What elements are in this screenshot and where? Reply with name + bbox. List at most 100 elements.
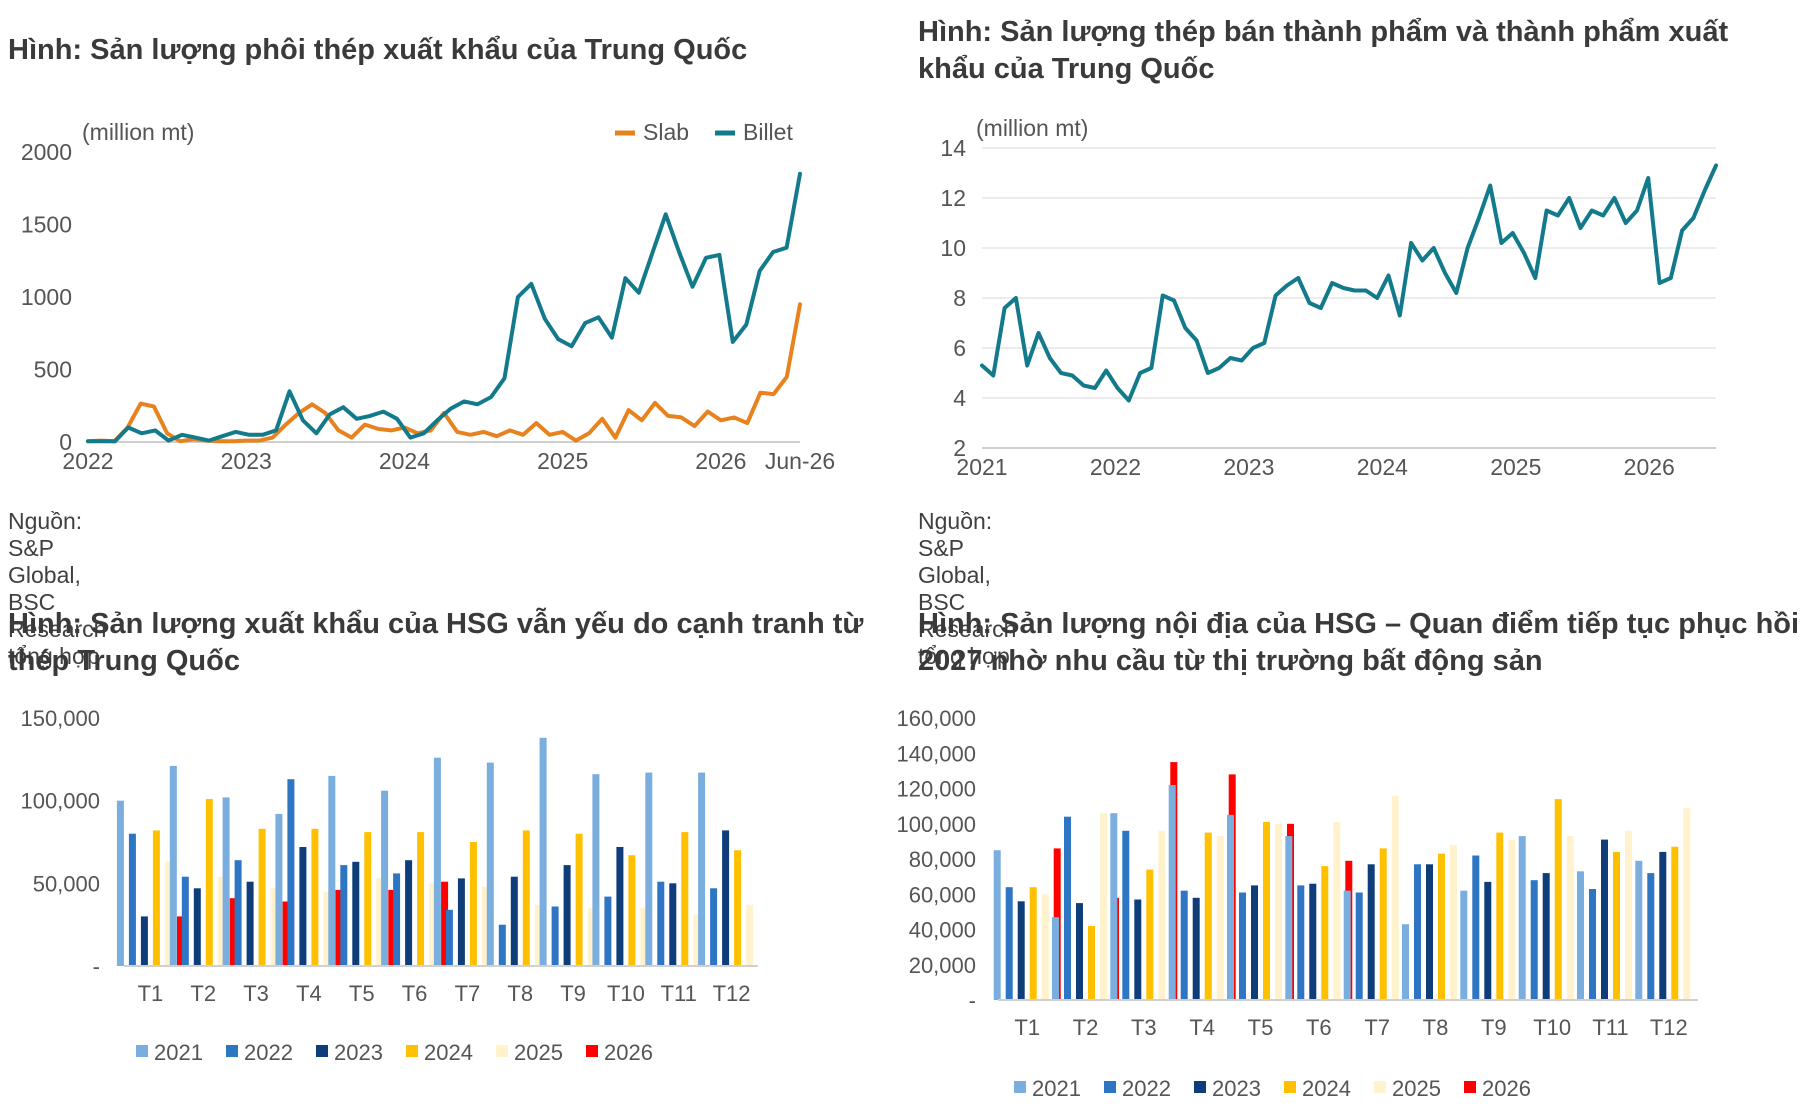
line-chart-semi-finished-steel: 2 4 6 8 10 12 14 2021 2022 2023 2024 2025 2026 (milli… [940, 115, 1718, 480]
series-line [980, 163, 1718, 403]
bar-2024-T1 [152, 830, 160, 966]
bar-2025-T12 [746, 904, 754, 966]
legend-label-slab: Slab [643, 119, 689, 145]
bar-2022-T3 [1122, 830, 1130, 1000]
x-tick-label: 2025 [1490, 454, 1541, 480]
bar-2024-T7 [469, 842, 477, 966]
bar-2026-T2 [229, 898, 237, 966]
bar-2023-T10 [1542, 873, 1550, 1000]
bar-2021-T5 [328, 775, 336, 966]
category-label: T12 [713, 981, 751, 1006]
legend-label-2022: 2022 [1122, 1076, 1171, 1101]
y-tick-label: 14 [940, 135, 966, 161]
bar-2025-T5 [1275, 823, 1282, 1001]
bar-2021-T4 [275, 813, 283, 966]
y-tick-label: 80,000 [909, 847, 976, 872]
bar-2024-T10 [628, 855, 636, 966]
bar-2021-T9 [1460, 890, 1468, 1000]
bar-2021-T7 [1343, 890, 1351, 1000]
source-note: Nguồn: S&P Global, BSC Research tổng hợp [8, 508, 107, 669]
bar-2025-T7 [481, 886, 489, 966]
bar-2024-T10 [1554, 799, 1562, 1000]
bar-2024-T4 [1204, 832, 1212, 1000]
bar-2022-T4 [1180, 890, 1188, 1000]
y-tick-label: - [969, 988, 976, 1013]
bar-2021-T12 [1635, 860, 1643, 1000]
y-tick-label: 8 [953, 285, 966, 311]
bar-2021-T12 [698, 772, 706, 966]
y-tick-label: 160,000 [896, 706, 976, 731]
x-tick-label: Jun-26 [765, 448, 835, 474]
legend-swatch-2022 [226, 1045, 238, 1057]
category-label: T9 [560, 981, 586, 1006]
bar-2022-T12 [1647, 873, 1655, 1000]
bar-2026-T5 [388, 889, 396, 966]
chart-title: Hình: Sản lượng nội địa của HSG – Quan đ… [918, 608, 1800, 677]
legend-swatch-2026 [1464, 1081, 1476, 1093]
bar-2024-T5 [1263, 822, 1270, 1000]
bar-2023-T9 [563, 865, 571, 966]
bar-2021-T3 [1110, 813, 1118, 1000]
bar-2023-T6 [405, 860, 413, 966]
category-label: T9 [1481, 1015, 1507, 1040]
bar-2024-T8 [1438, 853, 1445, 1000]
bar-2021-T11 [1577, 871, 1584, 1000]
bar-2023-T12 [722, 830, 730, 966]
bar-2022-T4 [287, 779, 295, 966]
y-tick-label: 120,000 [896, 777, 976, 802]
legend-swatch-2023 [1194, 1081, 1206, 1093]
y-tick-label: 12 [940, 185, 966, 211]
chart-title: Hình: Sản lượng xuất khẩu của HSG vẫn yế… [8, 608, 864, 677]
bar-2025-T1 [1041, 894, 1049, 1001]
bar-2023-T1 [1017, 901, 1025, 1000]
legend-label-2022: 2022 [244, 1040, 293, 1065]
bar-2023-T11 [1601, 839, 1608, 1000]
bar-2025-T11 [693, 914, 701, 966]
bar-2024-T7 [1379, 848, 1387, 1000]
bar-2025-T4 [323, 891, 331, 966]
bar-2025-T11 [1625, 830, 1632, 1000]
chart-title: Hình: Sản lượng thép bán thành phẩm và t… [918, 16, 1729, 85]
category-label: T3 [1131, 1015, 1157, 1040]
bar-2022-T11 [657, 881, 665, 966]
bar-2022-T2 [181, 876, 189, 966]
bar-2021-T7 [433, 757, 441, 966]
legend-swatch-2025 [1374, 1081, 1386, 1093]
category-label: T4 [296, 981, 322, 1006]
bar-2023-T7 [1367, 864, 1375, 1000]
x-tick-label: 2024 [1357, 454, 1408, 480]
bar-2022-T10 [604, 896, 612, 966]
bar-chart-hsg-export: - 50,000 100,000 150,000 T1 T2 T3 T4 T5 T6 T7 T8 T9 T… [20, 706, 758, 1065]
bar-2023-T10 [616, 847, 624, 966]
category-label: T1 [1014, 1015, 1040, 1040]
legend-swatch-2022 [1104, 1081, 1116, 1093]
series-line-slab [86, 302, 802, 444]
bar-2025-T7 [1391, 795, 1399, 1000]
bar-2022-T1 [1005, 887, 1013, 1000]
bar-2022-T9 [1472, 855, 1480, 1000]
legend-label-2024: 2024 [424, 1040, 473, 1065]
y-tick-label: 4 [953, 385, 966, 411]
y-tick-label: 20,000 [909, 953, 976, 978]
bar-2025-T9 [587, 908, 595, 966]
bar-2025-T3 [1158, 830, 1166, 1000]
bar-2025-T2 [1100, 813, 1107, 1000]
bar-2026-T3 [282, 901, 290, 966]
bar-2022-T2 [1064, 816, 1071, 1000]
legend-label-2023: 2023 [334, 1040, 383, 1065]
legend-label-2023: 2023 [1212, 1076, 1261, 1101]
line-chart-slab-billet: 0 500 1000 1500 2000 2022 2023 2024 2025 2026 Jun-… [21, 119, 835, 474]
bar-2024-T3 [1146, 869, 1154, 1000]
category-label: T6 [402, 981, 428, 1006]
bar-2021-T1 [993, 850, 1001, 1000]
y-tick-label: 150,000 [20, 706, 100, 731]
x-tick-label: 2023 [1223, 454, 1274, 480]
category-label: T2 [190, 981, 216, 1006]
bar-2023-T3 [246, 881, 254, 966]
bar-2025-T3 [270, 888, 278, 966]
category-label: T4 [1189, 1015, 1215, 1040]
bar-2024-T6 [417, 832, 425, 966]
legend-label-billet: Billet [743, 119, 793, 145]
category-label: T2 [1073, 1015, 1099, 1040]
bar-2023-T1 [140, 916, 148, 966]
